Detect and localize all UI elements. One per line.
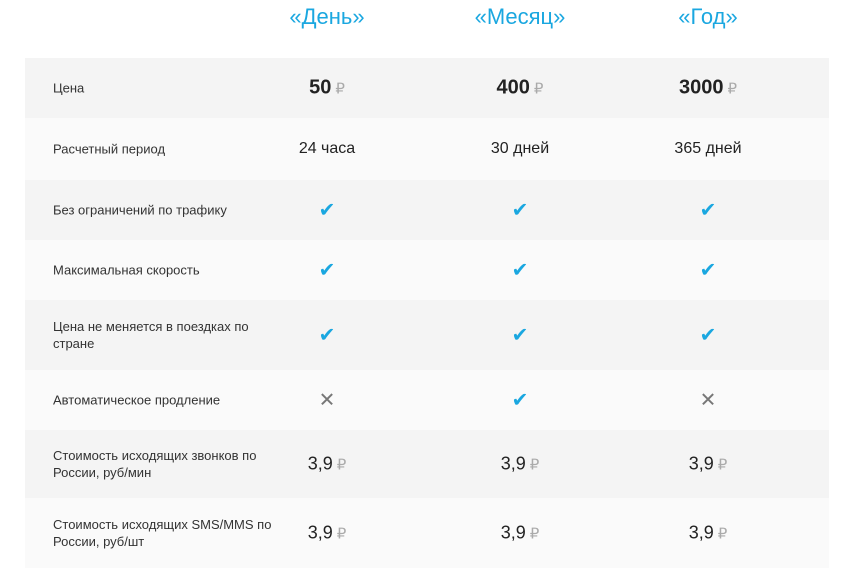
cross-icon: ✕ xyxy=(318,389,336,412)
row-label: Стоимость исходящих SMS/MMS по России, р… xyxy=(53,517,272,549)
value-text: 30 дней xyxy=(490,140,550,157)
table-row: Стоимость исходящих звонков по России, р… xyxy=(25,430,829,498)
value-text: 3,9 xyxy=(307,522,333,543)
ruble-sign: ₽ xyxy=(529,456,540,474)
value-text: 3,9 xyxy=(500,522,526,543)
ruble-sign: ₽ xyxy=(529,525,540,543)
cell-value: 3,9 ₽ xyxy=(501,523,540,544)
check-icon: ✔ xyxy=(318,259,336,282)
cell-value: 365 дней xyxy=(674,140,741,158)
cell-value: 3,9 ₽ xyxy=(308,523,347,544)
check-icon: ✔ xyxy=(318,199,336,222)
ruble-sign: ₽ xyxy=(727,80,738,98)
table-row: Цена не меняется в поездках по стране ✔ ✔ ✔ xyxy=(25,300,829,370)
value-text: 365 дней xyxy=(674,140,742,157)
plan-header: «Месяц» xyxy=(474,4,566,29)
ruble-sign: ₽ xyxy=(335,80,345,98)
plan-header: «День» xyxy=(289,4,365,29)
cell-value: 30 дней xyxy=(491,140,549,158)
table-row: Стоимость исходящих SMS/MMS по России, р… xyxy=(25,498,829,568)
table-row: Цена 50 ₽400 ₽3000 ₽ xyxy=(25,58,829,118)
row-label: Максимальная скорость xyxy=(53,262,200,278)
value-text: 3000 xyxy=(678,76,724,99)
cross-icon: ✕ xyxy=(699,389,717,412)
cell-value: 3,9 ₽ xyxy=(308,454,347,475)
check-icon: ✔ xyxy=(511,389,529,412)
cell-value: 3,9 ₽ xyxy=(689,523,728,544)
ruble-sign: ₽ xyxy=(717,456,728,474)
check-icon: ✔ xyxy=(318,324,336,347)
row-label: Цена xyxy=(53,80,85,96)
table-row: Максимальная скорость ✔ ✔ ✔ xyxy=(25,240,829,300)
cell-value: 400 ₽ xyxy=(497,77,544,100)
value-text: 3,9 xyxy=(688,522,714,543)
value-text: 3,9 xyxy=(688,453,714,474)
value-text: 3,9 xyxy=(307,453,333,474)
cell-value: 3000 ₽ xyxy=(679,77,737,100)
check-icon: ✔ xyxy=(511,324,529,347)
value-text: 400 xyxy=(496,76,530,99)
cell-value: 24 часа xyxy=(299,140,355,158)
row-label: Цена не меняется в поездках по стране xyxy=(53,319,249,351)
cell-value: 3,9 ₽ xyxy=(501,454,540,475)
value-text: 3,9 xyxy=(500,453,526,474)
check-icon: ✔ xyxy=(699,199,717,222)
ruble-sign: ₽ xyxy=(533,80,544,98)
row-label: Стоимость исходящих звонков по России, р… xyxy=(53,448,257,480)
check-icon: ✔ xyxy=(511,199,529,222)
check-icon: ✔ xyxy=(699,324,717,347)
cell-value: 3,9 ₽ xyxy=(689,454,728,475)
ruble-sign: ₽ xyxy=(336,456,347,474)
row-label: Без ограничений по трафику xyxy=(53,202,227,218)
cell-value: 50 ₽ xyxy=(309,77,345,100)
value-text: 50 xyxy=(309,76,332,99)
table-row: Автоматическое продление ✕ ✔ ✕ xyxy=(25,370,829,430)
ruble-sign: ₽ xyxy=(717,525,728,543)
row-label: Автоматическое продление xyxy=(53,392,221,408)
table-row: Расчетный период 24 часа 30 дней 365 дней xyxy=(25,118,829,180)
table-row: Без ограничений по трафику ✔ ✔ ✔ xyxy=(25,180,829,240)
ruble-sign: ₽ xyxy=(336,525,347,543)
row-label: Расчетный период xyxy=(53,141,166,157)
value-text: 24 часа xyxy=(298,140,356,157)
plan-header: «Год» xyxy=(678,4,738,29)
check-icon: ✔ xyxy=(699,259,717,282)
check-icon: ✔ xyxy=(511,259,529,282)
